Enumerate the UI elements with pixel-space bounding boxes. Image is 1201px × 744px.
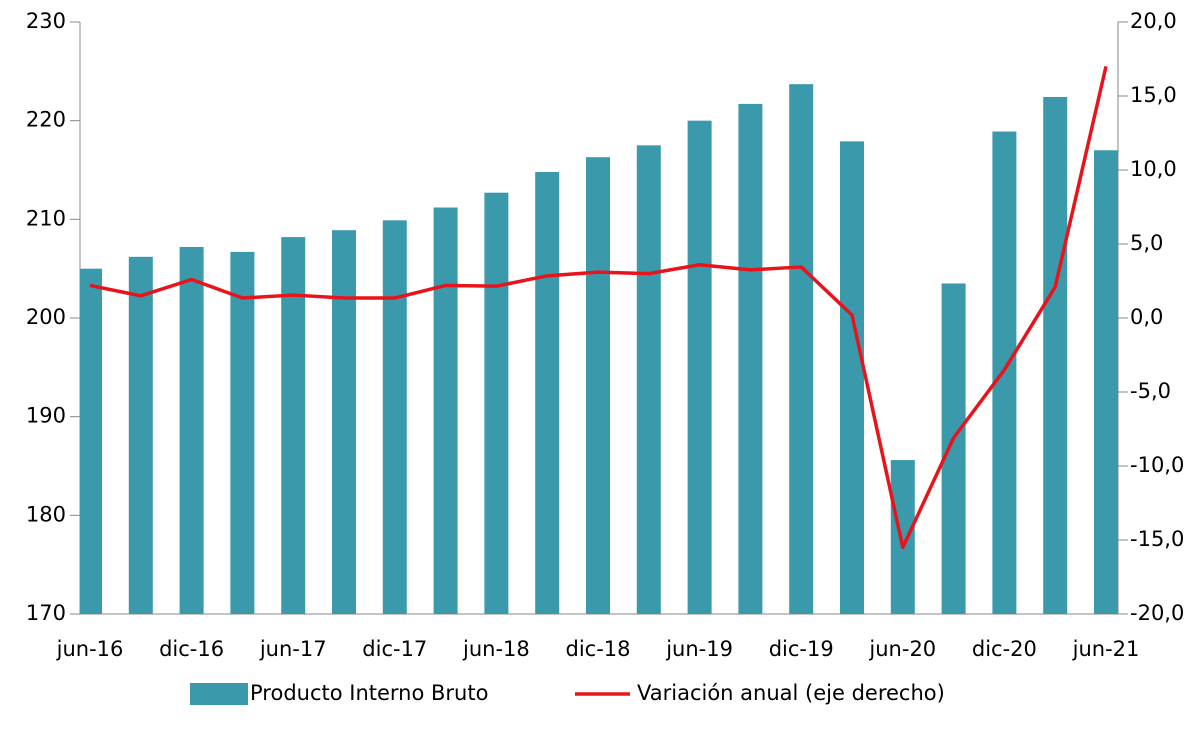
bar (382, 220, 407, 614)
x-tick-label: jun-21 (1072, 637, 1140, 661)
x-tick-label: dic-20 (972, 637, 1037, 661)
y2-tick-label: 10,0 (1130, 157, 1177, 181)
y2-tick-label: -15,0 (1130, 527, 1184, 551)
y-tick-label: 200 (26, 305, 66, 329)
x-tick-label: jun-17 (259, 637, 327, 661)
bar (281, 237, 306, 615)
bar (1043, 96, 1068, 614)
legend-swatch (190, 683, 248, 705)
y2-tick-label: -10,0 (1130, 453, 1184, 477)
bar (890, 460, 915, 614)
bar (179, 246, 204, 614)
bar (840, 141, 864, 615)
y2-tick-label: 5,0 (1130, 231, 1163, 255)
bar (636, 145, 661, 615)
x-tick-label: jun-20 (868, 637, 936, 661)
bar (484, 192, 509, 614)
x-tick-label: dic-18 (565, 637, 630, 661)
bar (738, 103, 763, 614)
x-tick-label: dic-16 (159, 637, 224, 661)
bar (433, 207, 458, 614)
legend-label: Producto Interno Bruto (250, 681, 488, 705)
y2-tick-label: 20,0 (1130, 9, 1177, 33)
bar (586, 157, 610, 614)
bar (230, 251, 255, 615)
x-tick-label: dic-19 (769, 637, 834, 661)
y-tick-label: 170 (26, 601, 66, 625)
y2-tick-label: -20,0 (1130, 601, 1184, 625)
bar (535, 171, 560, 614)
x-tick-label: dic-17 (362, 637, 427, 661)
y-tick-label: 210 (26, 206, 66, 230)
bar (1094, 150, 1118, 614)
bar (80, 268, 102, 614)
bar (332, 230, 356, 615)
y-tick-label: 180 (26, 502, 66, 526)
y-tick-label: 220 (26, 108, 66, 132)
y2-tick-label: 15,0 (1130, 83, 1177, 107)
x-tick-label: jun-16 (56, 637, 124, 661)
x-tick-label: jun-19 (665, 637, 733, 661)
y2-tick-label: -5,0 (1130, 379, 1171, 403)
y-tick-label: 190 (26, 404, 66, 428)
bar (687, 120, 712, 615)
bar (941, 283, 966, 614)
y2-tick-label: 0,0 (1130, 305, 1163, 329)
y-tick-label: 230 (26, 9, 66, 33)
bar (789, 84, 814, 614)
bar (128, 256, 153, 614)
legend-label: Variación anual (eje derecho) (637, 681, 945, 705)
line (89, 66, 1108, 550)
bar (992, 131, 1017, 614)
x-tick-label: jun-18 (462, 637, 530, 661)
